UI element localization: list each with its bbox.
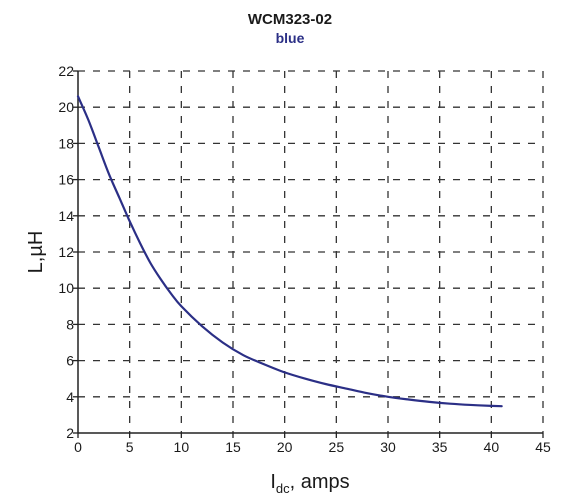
y-tick-label: 10 xyxy=(58,280,74,296)
grid-lines xyxy=(78,70,544,433)
y-tick-label: 16 xyxy=(58,172,74,188)
y-tick-label: 14 xyxy=(58,208,74,224)
x-tick-labels: 0 5 10 15 20 25 30 35 40 45 xyxy=(74,433,551,455)
x-tick-label: 30 xyxy=(380,439,396,455)
x-axis-label: Idc, amps xyxy=(270,471,349,496)
y-tick-label: 6 xyxy=(66,353,74,369)
y-tick-label: 8 xyxy=(66,316,74,332)
x-tick-label: 0 xyxy=(74,439,82,455)
x-tick-label: 45 xyxy=(535,439,551,455)
y-tick-label: 2 xyxy=(66,425,74,441)
chart-title: WCM323-02 xyxy=(247,11,333,28)
x-axis-label-sub: dc xyxy=(276,481,290,496)
y-tick-label: 18 xyxy=(58,135,74,151)
series-group xyxy=(76,95,503,408)
x-tick-label: 10 xyxy=(174,439,190,455)
x-tick-label: 35 xyxy=(432,439,448,455)
x-tick-label: 20 xyxy=(277,439,293,455)
series-line xyxy=(76,95,503,408)
x-tick-label: 40 xyxy=(484,439,500,455)
y-axis-label: L,µH xyxy=(25,231,47,274)
x-tick-label: 25 xyxy=(329,439,345,455)
y-tick-label: 4 xyxy=(66,389,74,405)
x-tick-label: 15 xyxy=(225,439,241,455)
y-tick-label: 22 xyxy=(58,63,74,79)
y-tick-label: 12 xyxy=(58,244,74,260)
y-tick-labels: 2 4 6 8 10 12 14 16 18 20 22 xyxy=(58,63,78,441)
y-tick-label: 20 xyxy=(58,99,74,115)
x-axis-label-rest: , amps xyxy=(290,471,350,493)
x-axis-label-main: I xyxy=(270,471,276,493)
x-tick-label: 5 xyxy=(126,439,134,455)
chart-subtitle: blue xyxy=(275,30,305,46)
